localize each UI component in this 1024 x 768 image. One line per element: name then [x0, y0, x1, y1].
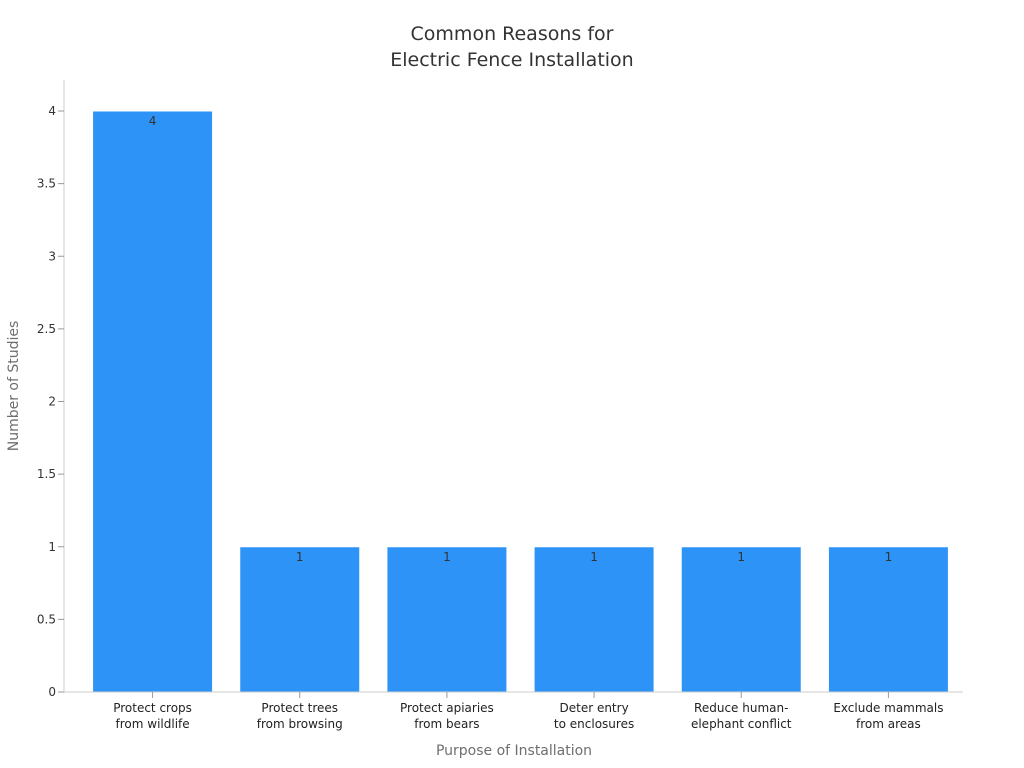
bar: [92, 110, 214, 693]
bar: [533, 546, 655, 693]
y-tick-label: 1: [48, 540, 56, 554]
bars-group: [92, 110, 949, 693]
x-tick-label: from wildlife: [116, 717, 190, 731]
y-tick-label: 3: [48, 249, 56, 263]
x-tick-label: Protect trees: [261, 701, 338, 715]
y-tick-label: 1.5: [37, 467, 56, 481]
x-tick-label: from areas: [856, 717, 921, 731]
bar: [386, 546, 508, 693]
chart-title-line-1: Common Reasons for: [411, 23, 614, 45]
bar-data-label: 1: [590, 550, 598, 564]
x-tick-label: Protect crops: [113, 701, 192, 715]
y-tick-label: 0.5: [37, 612, 56, 626]
y-tick-label: 2.5: [37, 322, 56, 336]
bar-data-label: 1: [885, 550, 893, 564]
x-tick-label: Reduce human-: [694, 701, 788, 715]
bar-data-label: 1: [443, 550, 451, 564]
x-tick-label: from bears: [414, 717, 479, 731]
data-labels-group: 4 1 1 1 1 1: [149, 114, 892, 564]
x-tick-label: to enclosures: [554, 717, 634, 731]
bar: [827, 546, 949, 693]
bar-data-label: 1: [296, 550, 304, 564]
bar: [680, 546, 802, 693]
x-tick-label: Protect apiaries: [400, 701, 494, 715]
y-ticks-group: 0 0.5 1 1.5 2 2.5 3 3.5 4: [37, 104, 64, 699]
bar-data-label: 1: [737, 550, 745, 564]
bar-data-label: 4: [149, 114, 157, 128]
bar: [239, 546, 361, 693]
x-tick-label: Deter entry: [559, 701, 628, 715]
x-tick-label: elephant conflict: [691, 717, 792, 731]
x-ticks-group: Protect crops from wildlife Protect trees f…: [113, 692, 944, 731]
x-axis-title: Purpose of Installation: [436, 743, 592, 759]
chart-title-line-2: Electric Fence Installation: [390, 49, 633, 71]
y-tick-label: 0: [48, 685, 56, 699]
x-tick-label: Exclude mammals: [833, 701, 943, 715]
y-tick-label: 4: [48, 104, 56, 118]
y-axis-title: Number of Studies: [6, 321, 22, 452]
y-tick-label: 2: [48, 395, 56, 409]
y-tick-label: 3.5: [37, 177, 56, 191]
x-tick-label: from browsing: [257, 717, 343, 731]
